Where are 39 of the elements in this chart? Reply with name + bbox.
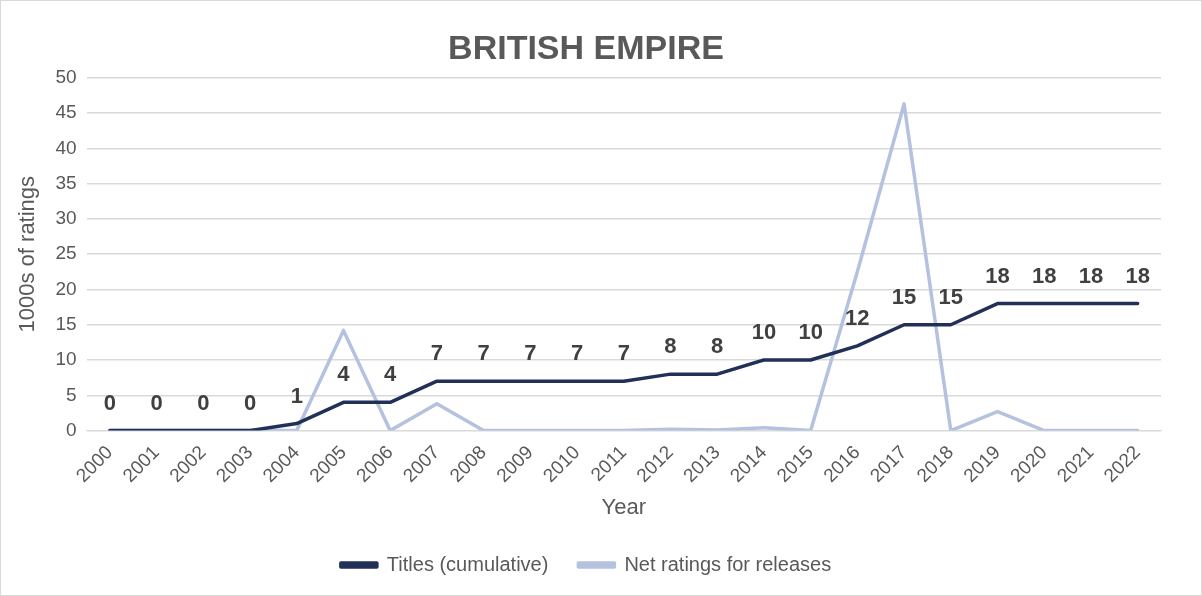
y-tick-label: 40 xyxy=(55,136,77,158)
data-label: 7 xyxy=(570,340,584,366)
y-tick-label: 10 xyxy=(55,348,77,370)
data-label: 18 xyxy=(1031,262,1057,288)
data-label: 4 xyxy=(337,361,351,387)
data-label: 0 xyxy=(150,389,163,415)
data-label: 0 xyxy=(243,389,257,415)
data-label: 8 xyxy=(664,333,677,359)
data-label: 10 xyxy=(751,319,777,345)
data-label: 7 xyxy=(430,340,444,366)
data-label: 7 xyxy=(617,340,630,366)
data-label: 1 xyxy=(290,382,303,408)
data-label: 7 xyxy=(477,340,490,366)
legend-label: Net ratings for releases xyxy=(624,552,832,575)
data-label: 0 xyxy=(197,389,210,415)
y-tick-label: 30 xyxy=(55,207,77,229)
y-tick-label: 25 xyxy=(55,242,77,264)
x-axis-title: Year xyxy=(601,493,646,519)
y-axis-title: 1000s of ratings xyxy=(14,175,40,333)
data-label: 18 xyxy=(1078,262,1104,288)
data-label: 8 xyxy=(711,333,724,359)
y-tick-label: 20 xyxy=(55,277,77,299)
chart-title: BRITISH EMPIRE xyxy=(448,27,724,66)
y-tick-label: 0 xyxy=(65,418,77,440)
data-label: 18 xyxy=(985,262,1010,288)
y-tick-label: 35 xyxy=(55,171,77,193)
y-tick-label: 5 xyxy=(65,383,77,405)
data-label: 0 xyxy=(103,389,117,415)
y-tick-label: 45 xyxy=(55,101,77,123)
data-label: 12 xyxy=(845,304,870,330)
y-tick-label: 15 xyxy=(55,312,77,334)
data-label: 7 xyxy=(524,340,537,366)
legend-label: Titles (cumulative) xyxy=(386,552,549,575)
data-label: 15 xyxy=(891,283,917,309)
data-label: 4 xyxy=(384,361,398,387)
y-tick-label: 50 xyxy=(55,66,77,88)
data-label: 10 xyxy=(798,319,823,345)
data-label: 15 xyxy=(938,283,964,309)
data-label: 18 xyxy=(1125,262,1150,288)
